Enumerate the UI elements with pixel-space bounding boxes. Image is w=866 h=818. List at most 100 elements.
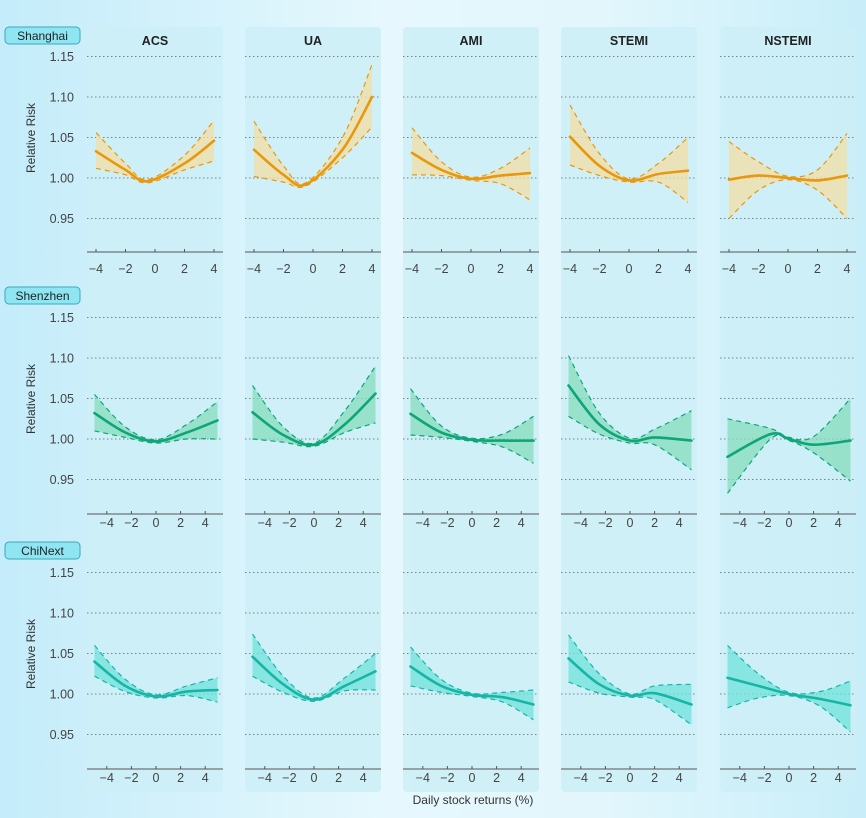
rr-curve-chinext-ua xyxy=(251,655,377,702)
x-tick-label: −2 xyxy=(124,516,138,530)
rr-curve-chinext-acs xyxy=(93,660,219,698)
upper-ci-line xyxy=(727,644,851,695)
lower-ci-line xyxy=(728,178,848,219)
x-tick-label: −2 xyxy=(124,771,138,785)
x-tick-label: 2 xyxy=(810,516,817,530)
y-tick-label: 0.95 xyxy=(50,212,74,226)
lower-ci-line xyxy=(727,434,851,494)
lower-ci-line xyxy=(252,422,376,448)
confidence-band-stemi xyxy=(568,355,692,470)
y-tick-label: 1.05 xyxy=(50,647,74,661)
y-axis-label: Relative Risk xyxy=(24,363,38,434)
x-tick-label: 4 xyxy=(835,516,842,530)
x-tick-label: −2 xyxy=(434,262,448,276)
x-tick-label: 2 xyxy=(651,771,658,785)
lower-ci-line xyxy=(568,681,692,726)
x-tick-label: 2 xyxy=(493,516,500,530)
panel-title-ua: UA xyxy=(304,34,322,48)
badge-background xyxy=(4,286,81,305)
x-tick-label: 2 xyxy=(335,771,342,785)
rr-curve-shenzhen-ua xyxy=(251,392,377,447)
lower-ci-line xyxy=(568,415,692,471)
y-tick-label: 1.15 xyxy=(50,311,74,325)
rr-curve-shanghai-ua xyxy=(252,95,374,187)
x-tick-label: 2 xyxy=(335,516,342,530)
confidence-band-acs xyxy=(94,645,218,703)
x-tick-label: 2 xyxy=(181,262,188,276)
rr-curve-chinext-stemi xyxy=(567,657,693,706)
x-tick-label: 0 xyxy=(153,771,160,785)
x-tick-label: 4 xyxy=(835,771,842,785)
x-tick-label: 2 xyxy=(810,771,817,785)
x-tick-label: 0 xyxy=(785,262,792,276)
confidence-band-ua xyxy=(252,366,376,447)
confidence-band-nstemi xyxy=(727,398,851,494)
confidence-band-nstemi xyxy=(727,645,851,733)
y-tick-label: 1.15 xyxy=(50,50,74,64)
lower-ci-line xyxy=(252,675,376,702)
x-tick-label: −4 xyxy=(100,771,114,785)
x-tick-label: −2 xyxy=(757,771,771,785)
x-tick-label: −2 xyxy=(592,262,606,276)
lower-ci-line xyxy=(569,164,689,203)
panel-title-ami: AMI xyxy=(460,34,483,48)
rr-curve-shenzhen-nstemi xyxy=(726,432,852,459)
panel-column-background xyxy=(561,27,697,792)
x-tick-label: 0 xyxy=(627,771,634,785)
x-tick-label: −4 xyxy=(258,516,272,530)
x-tick-label: −4 xyxy=(574,771,588,785)
x-tick-label: −2 xyxy=(276,262,290,276)
panel-title-stemi: STEMI xyxy=(610,34,648,48)
x-tick-label: −2 xyxy=(757,516,771,530)
x-tick-label: −4 xyxy=(416,771,430,785)
row-label-shenzhen: Shenzhen xyxy=(15,289,69,303)
badge-background xyxy=(4,541,81,560)
panel-column-background xyxy=(87,27,223,792)
y-tick-label: 0.95 xyxy=(50,473,74,487)
y-tick-label: 1.10 xyxy=(50,91,74,105)
rr-curve-shanghai-nstemi xyxy=(727,174,849,182)
x-tick-label: 4 xyxy=(360,771,367,785)
panel-title-acs: ACS xyxy=(142,34,168,48)
x-tick-label: 4 xyxy=(527,262,534,276)
confidence-band-acs xyxy=(94,394,218,444)
rr-curve-chinext-nstemi xyxy=(726,676,852,707)
x-tick-label: 0 xyxy=(469,516,476,530)
x-tick-label: 4 xyxy=(211,262,218,276)
confidence-band-acs xyxy=(96,120,214,183)
confidence-band-stemi xyxy=(570,105,688,203)
lower-ci-line xyxy=(727,694,851,733)
y-tick-label: 1.00 xyxy=(50,433,74,447)
x-tick-label: 0 xyxy=(469,771,476,785)
upper-ci-line xyxy=(727,398,851,441)
x-axis-label: Daily stock returns (%) xyxy=(413,793,534,807)
x-tick-label: 0 xyxy=(468,262,475,276)
row-label-chinext: ChiNext xyxy=(21,544,64,558)
y-tick-label: 1.10 xyxy=(50,607,74,621)
upper-ci-line xyxy=(569,104,689,180)
row-label-badge[interactable]: Shenzhen xyxy=(4,286,81,305)
x-tick-label: 0 xyxy=(311,516,318,530)
row-label-badge[interactable]: Shanghai xyxy=(4,26,81,45)
x-tick-label: 4 xyxy=(202,516,209,530)
x-tick-label: 2 xyxy=(177,771,184,785)
rr-curve-shenzhen-acs xyxy=(93,411,219,443)
x-tick-label: 0 xyxy=(310,262,317,276)
y-axis-label: Relative Risk xyxy=(24,618,38,689)
lower-ci-line xyxy=(94,430,218,444)
x-tick-label: 0 xyxy=(627,516,634,530)
row-label-badge[interactable]: ChiNext xyxy=(4,541,81,560)
panel-column-background xyxy=(720,27,856,792)
x-tick-label: 2 xyxy=(177,516,184,530)
x-tick-label: −4 xyxy=(563,262,577,276)
row-label-shanghai: Shanghai xyxy=(17,29,68,43)
confidence-band-stemi xyxy=(568,634,692,725)
lower-ci-line xyxy=(410,434,534,464)
x-tick-label: 0 xyxy=(786,771,793,785)
y-tick-label: 1.05 xyxy=(50,392,74,406)
x-tick-label: −4 xyxy=(733,771,747,785)
x-tick-label: −4 xyxy=(416,516,430,530)
x-tick-label: 4 xyxy=(676,771,683,785)
panel-column-background xyxy=(245,27,381,792)
y-tick-label: 1.00 xyxy=(50,688,74,702)
